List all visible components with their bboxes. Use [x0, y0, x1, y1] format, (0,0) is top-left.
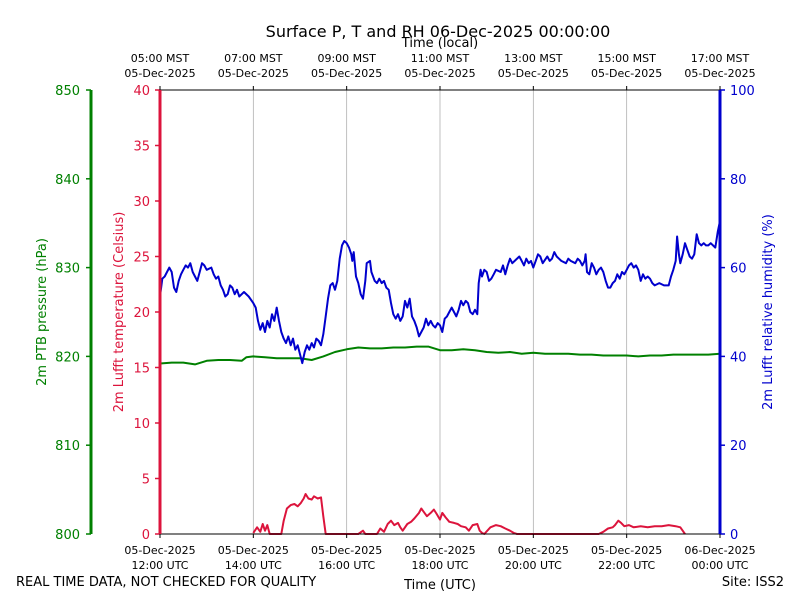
bottom-tick-date: 05-Dec-2025 — [218, 544, 289, 557]
top-tick-time: 13:00 MST — [504, 52, 563, 65]
top-tick-date: 05-Dec-2025 — [404, 67, 475, 80]
top-tick-time: 07:00 MST — [224, 52, 283, 65]
top-axis-label: Time (local) — [401, 36, 478, 51]
pressure-series-line — [159, 345, 721, 366]
pressure-tick-label: 800 — [55, 528, 80, 543]
temperature-tick-label: 25 — [133, 251, 150, 266]
bottom-axis-label: Time (UTC) — [403, 578, 476, 593]
humidity-tick-label: 40 — [730, 350, 747, 365]
bottom-tick-date: 05-Dec-2025 — [498, 544, 569, 557]
pressure-tick-label: 830 — [55, 262, 80, 277]
site-label: Site: ISS2 — [721, 575, 784, 590]
bottom-tick-date: 05-Dec-2025 — [404, 544, 475, 557]
top-tick-date: 05-Dec-2025 — [124, 67, 195, 80]
pressure-tick-label: 810 — [55, 439, 80, 454]
pressure-axis-label: 2m PTB pressure (hPa) — [35, 238, 50, 386]
top-tick-time: 15:00 MST — [597, 52, 656, 65]
top-tick-date: 05-Dec-2025 — [591, 67, 662, 80]
top-tick-date: 05-Dec-2025 — [684, 67, 755, 80]
pressure-tick-label: 820 — [55, 350, 80, 365]
bottom-tick-date: 06-Dec-2025 — [684, 544, 755, 557]
bottom-tick-time: 12:00 UTC — [131, 559, 188, 572]
temperature-tick-label: 35 — [133, 140, 150, 155]
humidity-tick-label: 60 — [730, 262, 747, 277]
bottom-tick-time: 20:00 UTC — [505, 559, 562, 572]
bottom-tick-date: 05-Dec-2025 — [311, 544, 382, 557]
bottom-tick-date: 05-Dec-2025 — [124, 544, 195, 557]
temperature-tick-label: 10 — [133, 417, 150, 432]
top-tick-time: 17:00 MST — [691, 52, 750, 65]
temperature-axis-label: 2m Lufft temperature (Celsius) — [112, 212, 127, 413]
bottom-tick-time: 00:00 UTC — [691, 559, 748, 572]
pressure-tick-label: 850 — [55, 84, 80, 99]
humidity-series-line — [159, 220, 721, 365]
top-tick-date: 05-Dec-2025 — [311, 67, 382, 80]
humidity-tick-label: 0 — [730, 528, 738, 543]
pressure-tick-label: 840 — [55, 173, 80, 188]
top-tick-time: 05:00 MST — [131, 52, 190, 65]
top-tick-date: 05-Dec-2025 — [498, 67, 569, 80]
bottom-tick-time: 22:00 UTC — [598, 559, 655, 572]
top-tick-date: 05-Dec-2025 — [218, 67, 289, 80]
temperature-tick-label: 0 — [142, 528, 150, 543]
bottom-tick-time: 18:00 UTC — [411, 559, 468, 572]
time-ticks: 05-Dec-2025 12:00 UTC 05-Dec-2025 14:00 UTC… — [124, 52, 755, 572]
temperature-tick-label: 15 — [133, 362, 150, 377]
humidity-tick-label: 80 — [730, 173, 747, 188]
chart-title: Surface P, T and RH 06-Dec-2025 00:00:00 — [266, 22, 611, 41]
quality-disclaimer: REAL TIME DATA, NOT CHECKED FOR QUALITY — [16, 575, 317, 590]
bottom-tick-date: 05-Dec-2025 — [591, 544, 662, 557]
humidity-tick-label: 100 — [730, 84, 755, 99]
temperature-tick-label: 30 — [133, 195, 150, 210]
temperature-tick-label: 5 — [142, 473, 150, 488]
gridlines — [252, 90, 628, 534]
humidity-axis-label: 2m Lufft relative humidity (%) — [761, 214, 776, 410]
temperature-tick-label: 20 — [133, 306, 150, 321]
top-tick-time: 09:00 MST — [317, 52, 376, 65]
humidity-tick-label: 20 — [730, 439, 747, 454]
bottom-tick-time: 16:00 UTC — [318, 559, 375, 572]
temperature-tick-label: 40 — [133, 84, 150, 99]
bottom-tick-time: 14:00 UTC — [225, 559, 282, 572]
top-tick-time: 11:00 MST — [411, 52, 470, 65]
axes: 800 810 820 830 840 850 0 5 10 15 20 25 30 35 40 0 20 40 6… — [55, 84, 755, 543]
temperature-series-line — [252, 493, 686, 535]
plot-series — [159, 220, 721, 535]
